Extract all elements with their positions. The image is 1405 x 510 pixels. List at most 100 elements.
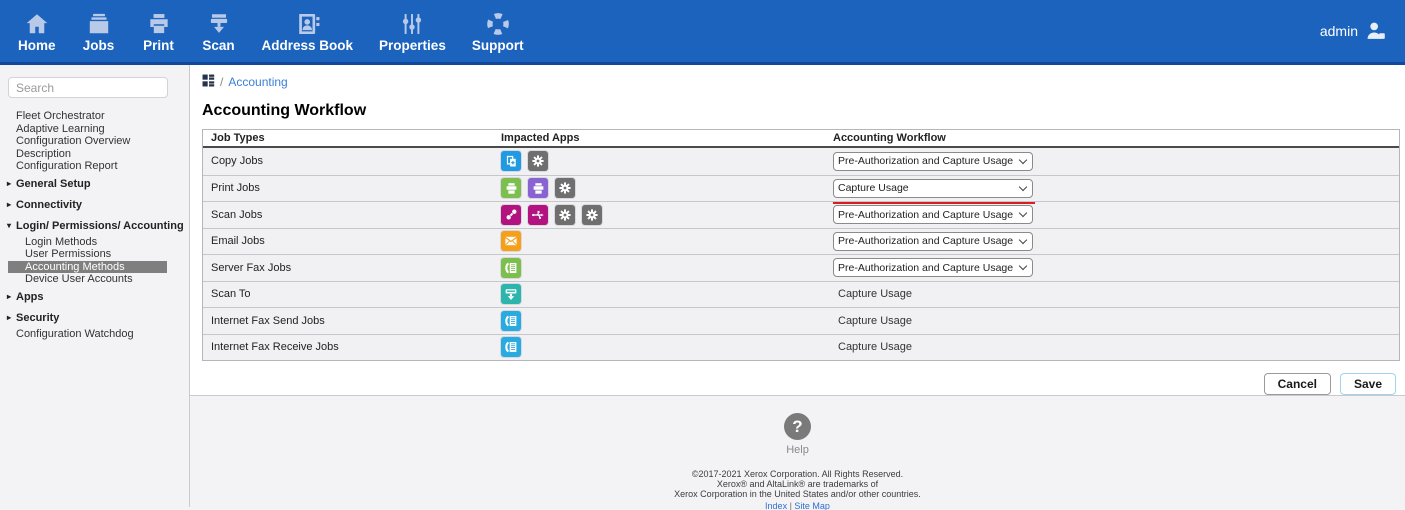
nav-item-properties[interactable]: Properties (379, 10, 446, 53)
workflow-cell: Capture Usage (833, 179, 1399, 198)
sidebar-item-general-setup[interactable]: ▸General Setup (0, 173, 189, 194)
copy-app-icon (501, 151, 521, 171)
sidebar-item-description[interactable]: Description (0, 148, 189, 161)
workflow-cell: Capture Usage (833, 315, 1399, 327)
workflow-cell: Pre-Authorization and Capture Usage (833, 152, 1399, 171)
nav-item-label: Scan (202, 38, 234, 53)
sidebar-item-connectivity[interactable]: ▸Connectivity (0, 194, 189, 215)
main-area: / Accounting Accounting Workflow Job Typ… (190, 65, 1405, 507)
sidebar-item-login-methods[interactable]: Login Methods (8, 236, 167, 249)
table-row-scan-to: Scan ToCapture Usage (203, 281, 1399, 308)
sidebar-menu: Fleet OrchestratorAdaptive LearningConfi… (0, 110, 189, 340)
nav-item-jobs[interactable]: Jobs (82, 10, 116, 53)
triangle-down-icon: ▾ (7, 221, 14, 230)
table-row-internet-fax-receive-jobs: Internet Fax Receive Jobs Capture Usage (203, 334, 1399, 361)
action-buttons: Cancel Save (190, 361, 1405, 395)
workflow-cell: Capture Usage (833, 288, 1399, 300)
nav-item-scan[interactable]: Scan (202, 10, 236, 53)
sidebar-item-configuration-report[interactable]: Configuration Report (0, 160, 189, 173)
nav-item-address-book[interactable]: Address Book (262, 10, 354, 53)
sidebar-section-label: Login/ Permissions/ Accounting (16, 220, 184, 232)
sidebar-item-configuration-overview[interactable]: Configuration Overview (0, 135, 189, 148)
sidebar-section-label: Security (16, 312, 59, 324)
nav-item-home[interactable]: Home (18, 10, 56, 53)
workflow-cell: Pre-Authorization and Capture Usage (833, 258, 1399, 277)
footer-link-index[interactable]: Index (765, 501, 787, 510)
impacted-apps (501, 258, 833, 278)
impacted-apps (501, 337, 833, 357)
admin-user-menu[interactable]: admin (1320, 20, 1387, 42)
accounting-workflow-table: Job Types Impacted Apps Accounting Workf… (202, 129, 1400, 361)
triangle-right-icon: ▸ (7, 200, 14, 209)
table-body: Copy JobsPre-Authorization and Capture U… (203, 148, 1399, 360)
user-icon (1365, 20, 1387, 42)
sidebar-item-adaptive-learning[interactable]: Adaptive Learning (0, 123, 189, 136)
sidebar-section-label: Apps (16, 291, 44, 303)
sidebar-section-label: Connectivity (16, 199, 82, 211)
main-content: / Accounting Accounting Workflow Job Typ… (190, 65, 1405, 396)
save-button[interactable]: Save (1340, 373, 1396, 395)
top-nav-items: Home Jobs Print Scan Address Book Properties S… (18, 10, 524, 53)
sidebar-item-configuration-watchdog[interactable]: Configuration Watchdog (0, 328, 189, 341)
accounting-workflow-select[interactable]: Pre-Authorization and Capture Usage (833, 205, 1033, 224)
page-footer: ? Help ©2017-2021 Xerox Corporation. All… (190, 396, 1405, 510)
impacted-apps (501, 284, 833, 304)
sidebar-item-apps[interactable]: ▸Apps (0, 286, 189, 307)
sidebar-item-security[interactable]: ▸Security (0, 307, 189, 328)
table-row-scan-jobs: Scan JobsPre-Authorization and Capture U… (203, 201, 1399, 228)
search-input[interactable] (8, 77, 168, 98)
nav-item-print[interactable]: Print (142, 10, 176, 53)
printer-app-icon (501, 178, 521, 198)
sidebar-item-accounting-methods[interactable]: Accounting Methods (8, 261, 167, 274)
grid-icon[interactable] (202, 74, 215, 90)
gear-app-icon (582, 205, 602, 225)
scan-to-app-icon (501, 284, 521, 304)
sidebar-item-login-permissions-accounting[interactable]: ▾Login/ Permissions/ Accounting (0, 215, 189, 236)
copyright-line: Xerox Corporation in the United States a… (190, 489, 1405, 499)
accounting-workflow-select[interactable]: Pre-Authorization and Capture Usage (833, 152, 1033, 171)
table-row-email-jobs: Email Jobs Pre-Authorization and Capture … (203, 228, 1399, 255)
impacted-apps (501, 205, 833, 225)
accounting-workflow-select[interactable]: Pre-Authorization and Capture Usage (833, 232, 1033, 251)
accounting-workflow-value: Capture Usage (833, 288, 912, 300)
table-row-copy-jobs: Copy JobsPre-Authorization and Capture U… (203, 148, 1399, 175)
workflow-select-wrap: Capture Usage (833, 179, 1033, 198)
table-row-server-fax-jobs: Server Fax JobsPre-Authorization and Cap… (203, 254, 1399, 281)
copyright-line: ©2017-2021 Xerox Corporation. All Rights… (190, 469, 1405, 479)
nav-item-label: Jobs (83, 38, 115, 53)
nav-item-support[interactable]: Support (472, 10, 524, 53)
help-icon[interactable]: ? (784, 413, 811, 440)
column-header-accounting-workflow: Accounting Workflow (833, 132, 1399, 144)
support-icon (485, 10, 511, 37)
properties-icon (399, 10, 425, 37)
gear-app-icon (555, 178, 575, 198)
sidebar-item-fleet-orchestrator[interactable]: Fleet Orchestrator (0, 110, 189, 123)
accounting-workflow-value: Capture Usage (833, 315, 912, 327)
fax-app-icon (501, 337, 521, 357)
workflow-cell: Capture Usage (833, 341, 1399, 353)
job-type-label: Email Jobs (203, 235, 501, 247)
accounting-workflow-select[interactable]: Capture Usage (833, 179, 1033, 198)
accounting-workflow-select[interactable]: Pre-Authorization and Capture Usage (833, 258, 1033, 277)
admin-user-label: admin (1320, 23, 1358, 39)
nav-item-label: Address Book (262, 38, 354, 53)
copyright-text: ©2017-2021 Xerox Corporation. All Rights… (190, 469, 1405, 499)
footer-link-site-map[interactable]: Site Map (794, 501, 830, 510)
triangle-right-icon: ▸ (7, 313, 14, 322)
nav-item-label: Support (472, 38, 524, 53)
column-header-job-types: Job Types (203, 132, 501, 144)
home-icon (24, 10, 50, 37)
sidebar-item-device-user-accounts[interactable]: Device User Accounts (8, 273, 167, 286)
sidebar-item-user-permissions[interactable]: User Permissions (8, 248, 167, 261)
workflow-cell: Pre-Authorization and Capture Usage (833, 205, 1399, 224)
breadcrumb-link-accounting[interactable]: Accounting (228, 75, 287, 89)
cancel-button[interactable]: Cancel (1264, 373, 1331, 395)
email-app-icon (501, 231, 521, 251)
print-icon (146, 10, 172, 37)
workflow-select-wrap: Pre-Authorization and Capture Usage (833, 152, 1033, 171)
scan-icon (206, 10, 232, 37)
address-book-icon (294, 10, 320, 37)
workflow-select-wrap: Pre-Authorization and Capture Usage (833, 205, 1033, 224)
job-type-label: Internet Fax Receive Jobs (203, 341, 501, 353)
gear-app-icon (528, 151, 548, 171)
